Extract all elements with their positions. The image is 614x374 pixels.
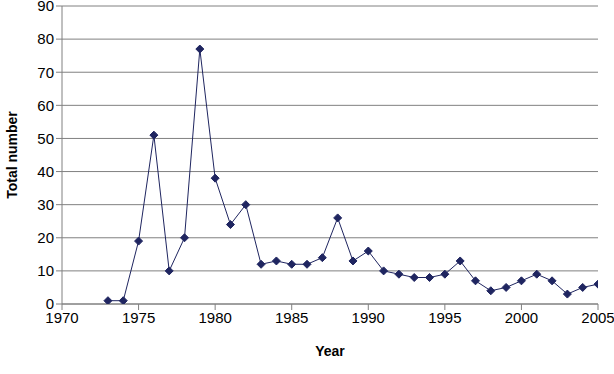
svg-text:40: 40 — [37, 163, 54, 180]
svg-text:20: 20 — [37, 229, 54, 246]
svg-text:2000: 2000 — [505, 309, 538, 326]
svg-text:2005: 2005 — [581, 309, 606, 326]
svg-text:Year: Year — [315, 343, 345, 359]
svg-text:60: 60 — [37, 97, 54, 114]
svg-text:1980: 1980 — [198, 309, 231, 326]
svg-text:1990: 1990 — [352, 309, 385, 326]
svg-text:30: 30 — [37, 196, 54, 213]
svg-text:Total number: Total number — [8, 111, 20, 199]
svg-text:50: 50 — [37, 130, 54, 147]
svg-text:10: 10 — [37, 262, 54, 279]
svg-text:70: 70 — [37, 64, 54, 81]
svg-text:0: 0 — [46, 295, 54, 312]
svg-text:80: 80 — [37, 30, 54, 47]
svg-text:1995: 1995 — [428, 309, 461, 326]
svg-text:90: 90 — [37, 0, 54, 14]
svg-text:1975: 1975 — [122, 309, 155, 326]
svg-text:1970: 1970 — [45, 308, 79, 326]
svg-text:1985: 1985 — [275, 309, 308, 326]
